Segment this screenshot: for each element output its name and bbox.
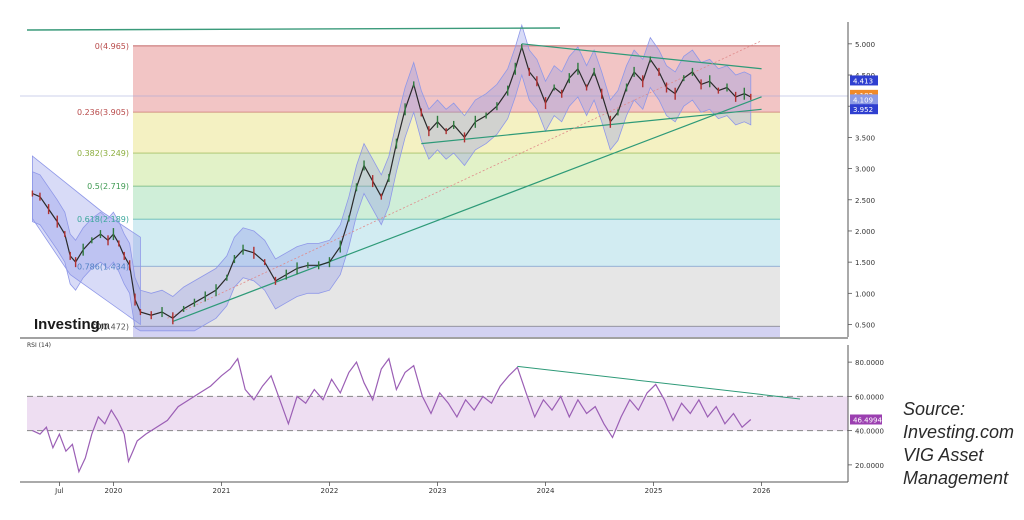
price-axis: 5.0004.5004.0003.5003.0002.5002.0001.500… [847,22,875,337]
time-axis-label: 2020 [105,487,123,495]
watermark-brand: Investing [34,316,100,333]
price-axis-label: 5.000 [855,41,875,49]
price-axis-label: 3.500 [855,134,875,142]
rsi-trend-line [517,365,801,400]
price-tag-box [850,94,878,105]
price-tag-value: 4.109 [853,96,873,104]
mid-support-line [421,108,762,145]
investing-watermark: Investing .com [34,316,110,333]
cloud-envelope [32,23,752,332]
source-line-2: Investing.com [903,422,1015,442]
rsi-axis-label: 80.0000 [855,359,884,367]
early-envelope [32,155,141,326]
fib-level-label: 0.5(2.719) [87,182,129,191]
fib-band [133,153,780,187]
watermark-suffix: .com [88,321,110,332]
time-axis-label: 2022 [321,487,339,495]
price-axis-label: 3.000 [855,166,875,174]
resistance-line [521,43,762,70]
source-note: Source: Investing.com VIG Asset Manageme… [903,398,1021,490]
price-tag-box [850,104,878,115]
fibonacci-labels: 0(4.965) 0.236(3.905) 0.382(3.249) 0.5(2.71… [77,42,129,331]
time-axis-label: 2026 [753,487,771,495]
source-line-3: VIG Asset [903,445,984,465]
rsi-pane [27,357,848,474]
fib-band [133,219,780,267]
time-axis: Jul 2020 2021 2022 2023 2024 2025 2026 [20,481,848,495]
dotted-trend-line [167,40,762,319]
fib-band [133,326,780,337]
fib-band [133,266,780,327]
source-line-1: Source: [903,399,966,419]
fib-level-label: 0.382(3.249) [77,149,129,158]
price-tag-box [850,75,878,86]
fib-level-label: 0.236(3.905) [77,108,129,117]
trend-lines [20,27,848,322]
rsi-axis: 80.0000 60.0000 40.0000 20.0000 46.4994 [847,345,884,482]
time-axis-label: Jul [54,487,64,495]
source-line-4: Management [903,468,1009,488]
price-envelope [32,23,752,332]
price-axis-label: 1.500 [855,259,875,267]
price-axis-label: 2.000 [855,228,875,236]
fib-band [133,186,780,220]
price-series [31,43,752,325]
fib-band [133,46,780,113]
rsi-label: RSI (14) [27,342,51,349]
price-tag-value: 3.952 [853,106,873,114]
price-tag-value: 4.413 [853,77,873,85]
price-axis-label: 0.500 [855,322,875,330]
fib-level-label: 0.618(2.189) [77,215,129,224]
rsi-value-tag [850,414,882,425]
rsi-axis-label: 20.0000 [855,462,884,470]
time-axis-label: 2021 [213,487,231,495]
rsi-line [32,357,752,474]
rsi-value-text: 46.4994 [853,416,882,424]
top-trend-line [26,27,561,31]
time-axis-label: 2024 [537,487,555,495]
fib-top-edge [133,45,780,47]
time-axis-label: 2023 [429,487,447,495]
fib-level-label: 0.786(1.434) [77,262,129,271]
rsi-band [27,396,848,431]
rsi-axis-label: 60.0000 [855,393,884,401]
fib-level-label: 0(4.965) [95,42,129,51]
time-axis-label: 2025 [645,487,663,495]
fib-band [133,112,780,154]
price-axis-label: 2.500 [855,197,875,205]
fib-level-label: 1(0.472) [95,322,129,331]
rsi-axis-label: 40.0000 [855,428,884,436]
long-support-line [172,96,762,322]
price-axis-label: 1.000 [855,290,875,298]
